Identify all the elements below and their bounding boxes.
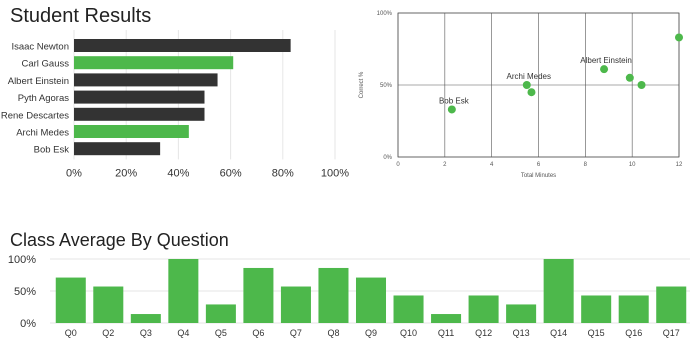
class-average-bar-chart: 0% 50% 100% Q0 Q2 Q3 Q4 Q5 Q6 Q7 Q8 Q9 Q10 Q11 Q12 Q13 Q… <box>8 254 690 338</box>
time-vs-correct-scatter-chart: 0 2 4 6 8 10 12 0% 50% 100% Total Minutes Correct %… <box>359 11 683 179</box>
student-results-bar-chart: 0% 20% 40% 60% 80% 100% Isaac Newton Carl Gauss… <box>1 30 349 179</box>
bar <box>168 259 199 323</box>
bar <box>393 295 424 323</box>
category-label: Q9 <box>365 328 377 338</box>
category-label: Q13 <box>513 328 530 338</box>
data-point <box>447 105 456 114</box>
data-point <box>625 73 634 82</box>
category-label: Rene Descartes <box>1 110 69 121</box>
category-label: Q15 <box>588 328 605 338</box>
bar <box>618 295 649 323</box>
data-point <box>675 33 683 42</box>
y-axis-title: Correct % <box>359 71 365 98</box>
category-label: Pyth Agoras <box>18 93 69 104</box>
category-label: Q8 <box>327 328 339 338</box>
y-tick-label: 0% <box>20 318 36 330</box>
category-label: Q11 <box>438 328 454 338</box>
x-tick-label: 4 <box>490 162 494 168</box>
category-label: Q17 <box>663 328 680 338</box>
bar <box>130 314 161 323</box>
category-label: Q6 <box>252 328 264 338</box>
point-label: Archi Medes <box>507 72 551 81</box>
point-label: Bob Esk <box>439 96 470 105</box>
bar <box>355 277 387 323</box>
x-tick-label: 6 <box>537 162 541 168</box>
x-tick-label: 80% <box>272 167 294 179</box>
x-tick-label: 100% <box>321 167 349 179</box>
bar <box>656 286 687 323</box>
x-tick-label: 8 <box>584 162 588 168</box>
bar <box>431 314 462 323</box>
bar <box>55 277 86 323</box>
point-label: Albert Einstein <box>580 56 632 65</box>
category-label: Q16 <box>625 328 642 338</box>
bar <box>543 259 574 323</box>
bar <box>74 142 161 156</box>
y-tick-label: 100% <box>8 254 36 266</box>
bar <box>205 304 236 323</box>
y-tick-label: 100% <box>377 11 393 17</box>
x-tick-label: 2 <box>443 162 447 168</box>
bar <box>74 39 291 52</box>
y-tick-label: 50% <box>380 83 393 89</box>
bar <box>318 267 349 323</box>
category-label: Q4 <box>177 328 189 338</box>
bar <box>468 295 499 323</box>
bar <box>243 267 274 323</box>
x-tick-label: 60% <box>220 167 242 179</box>
category-label: Q5 <box>215 328 227 338</box>
category-label: Q2 <box>102 328 114 338</box>
bar <box>581 295 612 323</box>
x-tick-label: 0 <box>396 162 400 168</box>
data-point <box>522 81 531 89</box>
y-tick-label: 0% <box>383 155 392 161</box>
bar <box>280 286 311 323</box>
bar <box>74 125 189 138</box>
x-tick-label: 12 <box>676 162 683 168</box>
category-label: Carl Gauss <box>21 59 69 70</box>
data-point <box>527 88 536 97</box>
class-average-title: Class Average By Question <box>10 230 229 250</box>
category-label: Q14 <box>550 328 567 338</box>
category-label: Albert Einstein <box>8 76 69 87</box>
category-label: Q3 <box>140 328 152 338</box>
data-point <box>637 81 646 89</box>
data-point <box>600 65 609 74</box>
bar <box>74 90 205 104</box>
category-label: Bob Esk <box>34 145 70 156</box>
student-results-title: Student Results <box>10 5 152 27</box>
bar <box>506 304 537 323</box>
category-label: Q12 <box>475 328 492 338</box>
category-label: Q0 <box>65 328 77 338</box>
bar <box>93 286 124 323</box>
x-tick-label: 20% <box>115 167 137 179</box>
x-axis-title: Total Minutes <box>521 173 556 179</box>
x-tick-label: 40% <box>167 167 189 179</box>
bar <box>74 73 218 87</box>
category-label: Q7 <box>290 328 302 338</box>
category-label: Q10 <box>400 328 417 338</box>
y-tick-label: 50% <box>14 286 36 298</box>
category-label: Archi Medes <box>16 128 69 139</box>
bar <box>74 56 234 70</box>
category-label: Isaac Newton <box>11 42 69 53</box>
bar <box>74 107 205 121</box>
x-tick-label: 10 <box>629 162 636 168</box>
x-tick-label: 0% <box>66 167 82 179</box>
